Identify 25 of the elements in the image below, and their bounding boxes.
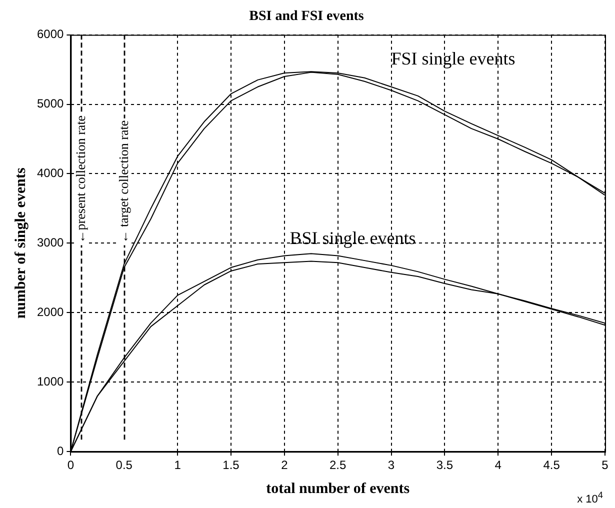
text: x 10$^{4}$ (577, 490, 603, 506)
annotation: FSI single events (391, 48, 516, 69)
y-tick-label: 1000 (36, 374, 64, 388)
y-tick-label: 0 (57, 444, 64, 458)
y-tick-label: 6000 (36, 27, 64, 42)
x-tick-label: 5 (602, 458, 609, 472)
x-tick-label: 0 (67, 458, 74, 472)
y-tick-label: 2000 (36, 304, 64, 319)
x-tick-label: 3 (388, 458, 395, 472)
y-tick-label: 3000 (36, 236, 64, 250)
x-tick-label: 4 (494, 458, 502, 472)
ref-line-label: ←present collection rate (72, 115, 88, 244)
x-tick-label: 4.5 (543, 458, 560, 472)
ref-line-label: ← target collection rate (116, 120, 131, 244)
x-tick-label: 0.5 (116, 458, 133, 472)
x-axis-title: total number of events (266, 480, 410, 497)
x-tick-label: 2 (281, 458, 288, 472)
y-axis-title: number of single events (12, 168, 29, 319)
chart-title: BSI and FSI events (249, 9, 364, 24)
x-tick-label: 3.5 (436, 458, 454, 472)
x-tick-label: 1.5 (222, 458, 240, 472)
y-tick-label: 5000 (36, 96, 64, 111)
x-tick-label: 1 (174, 458, 182, 472)
x-tick-label: 2.5 (330, 458, 347, 472)
y-tick-label: 4000 (36, 166, 64, 180)
